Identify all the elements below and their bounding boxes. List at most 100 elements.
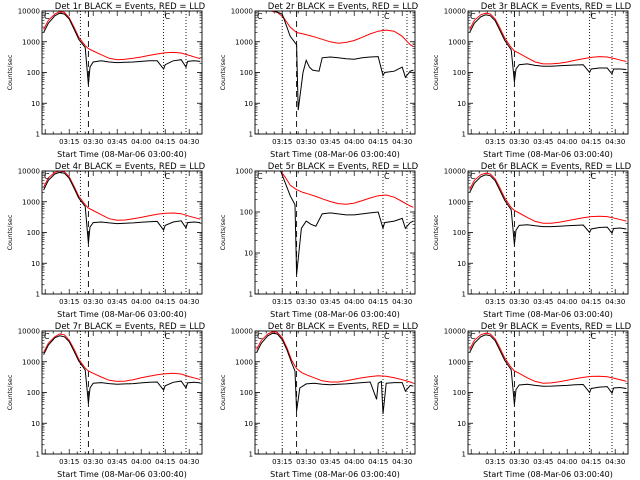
events-series-line (469, 334, 627, 405)
detector-panel-6: Det 6r BLACK = Events, RED = LLD Counts/s… (432, 162, 632, 319)
x-tick-label: 03:15 (59, 138, 79, 146)
y-tick-label: 1000 (22, 38, 40, 46)
panel-title: Det 3r BLACK = Events, RED = LLD (481, 2, 632, 12)
events-series-line (469, 174, 627, 245)
y-axis-label: Counts/sec (432, 374, 440, 410)
y-tick-label: 1000 (22, 358, 40, 366)
lld-series-line (43, 11, 201, 61)
y-tick-label: 10 (457, 260, 466, 268)
y-tick-label: 10000 (444, 8, 466, 16)
x-tick-label: 03:30 (296, 298, 316, 306)
y-axis-label: Counts/sec (6, 214, 14, 250)
panel-title: Det 8r BLACK = Events, RED = LLD (268, 322, 419, 332)
y-axis-label: Counts/sec (219, 214, 227, 250)
corner-label-right: C (591, 332, 597, 341)
x-tick-label: 03:30 (296, 138, 316, 146)
x-tick-label: 03:45 (320, 298, 340, 306)
x-tick-label: 03:30 (83, 458, 103, 466)
x-tick-label: 04:30 (605, 458, 625, 466)
y-tick-label: 10000 (444, 328, 466, 336)
panel-title: Det 5r BLACK = Events, RED = LLD (268, 162, 419, 172)
plot-frame (41, 10, 203, 135)
x-tick-label: 03:45 (320, 458, 340, 466)
lld-series-line (469, 12, 627, 65)
plot-frame (467, 330, 629, 455)
x-tick-label: 04:00 (557, 458, 577, 466)
corner-label-right: C (165, 172, 171, 181)
x-tick-label: 04:15 (581, 298, 601, 306)
x-tick-label: 04:15 (368, 138, 388, 146)
lld-series-line (43, 333, 201, 382)
y-tick-label: 1000 (448, 198, 466, 206)
events-series-line (256, 332, 414, 415)
x-tick-label: 03:30 (509, 458, 529, 466)
lld-series-line (256, 11, 414, 47)
corner-label-left: C (44, 172, 50, 181)
y-tick-label: 100 (27, 229, 40, 237)
plot-frame (41, 170, 203, 295)
y-tick-label: 1 (36, 291, 40, 299)
events-series-line (43, 12, 201, 85)
x-tick-label: 03:45 (533, 138, 553, 146)
detector-panel-8: Det 8r BLACK = Events, RED = LLD Counts/s… (219, 322, 419, 479)
x-axis-label: Start Time (08-Mar-06 03:00:40) (483, 470, 613, 479)
y-tick-label: 10000 (18, 8, 40, 16)
x-tick-label: 03:30 (509, 298, 529, 306)
lld-series-line (469, 172, 627, 224)
x-tick-label: 03:15 (59, 458, 79, 466)
detector-panel-3: Det 3r BLACK = Events, RED = LLD Counts/s… (432, 2, 632, 159)
lld-series-line (256, 331, 414, 384)
y-tick-label: 10 (244, 100, 253, 108)
y-tick-label: 10 (244, 420, 253, 428)
lld-series-line (43, 171, 201, 221)
x-axis-label: Start Time (08-Mar-06 03:00:40) (270, 150, 400, 159)
x-tick-label: 04:15 (368, 458, 388, 466)
x-axis-label: Start Time (08-Mar-06 03:00:40) (483, 150, 613, 159)
corner-label-left: C (44, 12, 50, 21)
y-tick-label: 100 (240, 389, 253, 397)
plot-frame (41, 330, 203, 455)
y-tick-label: 10 (244, 250, 253, 258)
panel-title: Det 1r BLACK = Events, RED = LLD (55, 2, 206, 12)
x-tick-label: 04:00 (557, 138, 577, 146)
lld-series-line (280, 171, 414, 208)
panel-title: Det 2r BLACK = Events, RED = LLD (268, 2, 419, 12)
x-tick-label: 04:00 (344, 138, 364, 146)
events-series-line (43, 335, 201, 404)
y-axis-label: Counts/sec (6, 374, 14, 410)
x-tick-label: 04:15 (155, 138, 175, 146)
detector-panel-9: Det 9r BLACK = Events, RED = LLD Counts/s… (432, 322, 632, 479)
x-tick-label: 04:00 (131, 298, 151, 306)
panel-title: Det 9r BLACK = Events, RED = LLD (481, 322, 632, 332)
y-tick-label: 10000 (231, 328, 253, 336)
y-tick-label: 100 (453, 229, 466, 237)
x-tick-label: 03:15 (59, 298, 79, 306)
plot-frame (254, 330, 416, 455)
x-tick-label: 03:15 (272, 138, 292, 146)
y-tick-label: 100 (240, 69, 253, 77)
x-tick-label: 04:00 (344, 458, 364, 466)
y-tick-label: 10 (31, 260, 40, 268)
y-tick-label: 1000 (22, 198, 40, 206)
y-tick-label: 100 (453, 69, 466, 77)
y-tick-label: 1000 (235, 38, 253, 46)
y-axis-label: Counts/sec (6, 54, 14, 90)
corner-label-right: C (384, 172, 390, 181)
corner-label-left: C (470, 332, 476, 341)
x-tick-label: 04:30 (605, 138, 625, 146)
x-axis-label: Start Time (08-Mar-06 03:00:40) (270, 310, 400, 319)
y-tick-label: 10 (457, 420, 466, 428)
x-tick-label: 04:30 (392, 458, 412, 466)
corner-label-right: C (165, 332, 171, 341)
corner-label-right: C (384, 332, 390, 341)
x-tick-label: 03:30 (83, 138, 103, 146)
y-tick-label: 10 (31, 420, 40, 428)
x-axis-label: Start Time (08-Mar-06 03:00:40) (57, 150, 187, 159)
y-axis-label: Counts/sec (432, 214, 440, 250)
x-tick-label: 03:45 (107, 298, 127, 306)
plot-frame (467, 170, 629, 295)
detector-panel-1: Det 1r BLACK = Events, RED = LLD Counts/s… (6, 2, 206, 159)
detector-panel-4: Det 4r BLACK = Events, RED = LLD Counts/s… (6, 162, 206, 319)
y-tick-label: 10000 (444, 168, 466, 176)
